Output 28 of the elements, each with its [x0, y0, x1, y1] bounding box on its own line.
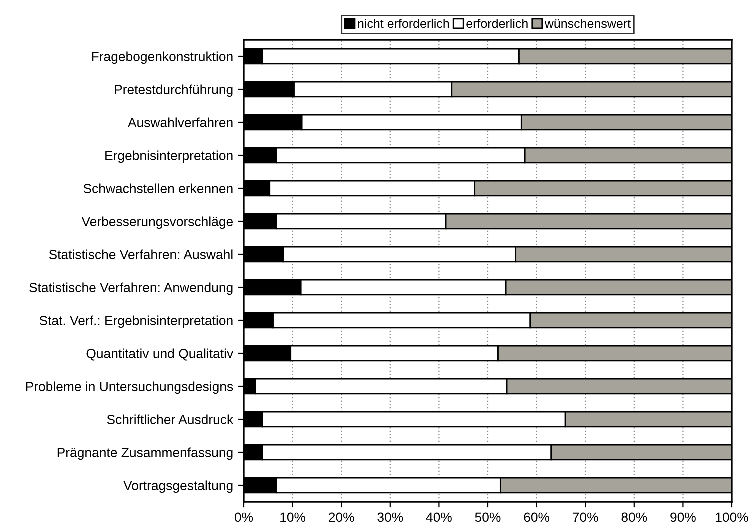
y-tick-label: Verbesserungsvorschläge: [82, 216, 234, 230]
x-tick-label: 60%: [524, 512, 550, 522]
y-tick-label: Ergebnisinterpretation: [106, 150, 233, 164]
legend-label: erforderlich: [466, 18, 528, 28]
x-tick-label: 20%: [329, 512, 354, 522]
y-tick-label: Auswahlverfahren: [128, 118, 233, 128]
y-tick-label: Statistische Verfahren: Auswahl: [49, 250, 233, 260]
x-tick-label: 10%: [280, 512, 306, 522]
y-tick-label: Schwachstellen erkennen: [84, 184, 233, 194]
legend-label: wünschenswert: [544, 18, 631, 28]
y-tick-label: Quantitativ und Qualitativ: [86, 348, 234, 361]
y-tick-label: Prägnante Zusammenfassung: [58, 448, 233, 460]
y-tick-label: Statistische Verfahren: Anwendung: [30, 282, 233, 296]
x-tick-label: 0%: [234, 512, 254, 522]
y-tick-label: Schriftlicher Ausdruck: [107, 414, 234, 424]
legend-label: nicht erforderlich: [358, 18, 450, 28]
x-tick-label: 100%: [716, 512, 748, 522]
y-tick-label: Pretestdurchführung: [115, 84, 233, 98]
x-tick-label: 90%: [670, 512, 696, 522]
y-tick-label: Probleme in Untersuchungsdesigns: [26, 382, 234, 394]
y-tick-label: Fragebogenkonstruktion: [92, 52, 233, 64]
x-tick-label: 70%: [573, 512, 598, 522]
y-tick-label: Vortragsgestaltung: [124, 480, 233, 494]
y-tick-label: Stat. Verf.: Ergebnisinterpretation: [40, 316, 233, 328]
x-tick-label: 40%: [426, 512, 452, 522]
x-tick-label: 50%: [475, 512, 501, 522]
x-tick-label: 80%: [622, 512, 648, 522]
x-tick-label: 30%: [378, 512, 404, 522]
